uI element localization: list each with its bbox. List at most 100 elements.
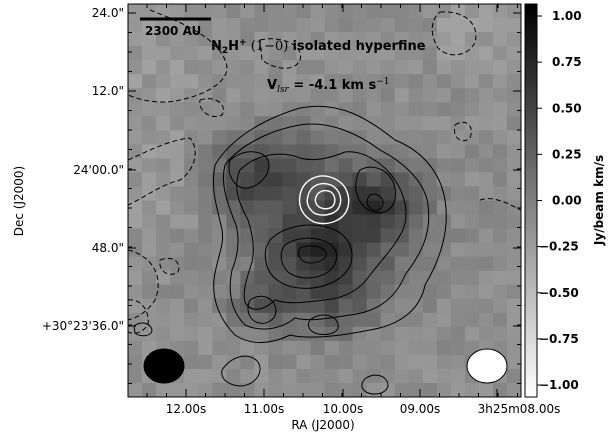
map-pixel [380,284,396,300]
map-pixel [296,354,311,370]
map-pixel [226,354,241,370]
map-pixel [408,88,424,103]
map-pixel [282,46,297,61]
map-pixel [268,284,283,300]
map-pixel [128,130,143,145]
map-pixel [226,74,241,89]
map-pixel [254,102,269,117]
map-pixel [310,382,325,397]
map-pixel [198,270,213,286]
map-pixel [380,270,396,286]
map-pixel [422,284,438,300]
map-pixel [380,242,396,258]
map-pixel [170,32,185,47]
map-pixel [142,228,157,244]
map-pixel [352,214,368,229]
map-pixel [156,270,171,286]
colorbar-tick-label: 0.75 [552,55,582,69]
map-pixel [506,18,521,33]
map-pixel [310,46,325,61]
map-pixel [436,326,452,342]
map-pixel [352,284,368,300]
map-pixel [226,368,241,384]
map-pixel [506,284,521,300]
map-pixel [296,60,311,75]
map-pixel [170,326,185,342]
map-pixel [156,242,171,258]
map-pixel [408,186,424,201]
map-pixel [128,158,143,173]
y-tick-label: 24.0" [92,6,124,20]
map-pixel [422,4,438,19]
map-pixel [422,242,438,258]
map-pixel [296,312,311,328]
map-pixel [226,382,241,397]
map-pixel [240,340,255,356]
map-pixel [464,116,480,131]
overlay-contour [306,182,342,216]
map-pixel [450,270,466,286]
map-pixel [142,18,157,33]
map-pixel [324,270,339,286]
map-pixel [408,340,424,356]
map-pixel [212,158,227,173]
map-pixel [380,368,396,384]
map-pixel [296,326,311,342]
map-pixel [212,18,227,33]
map-pixel [212,382,227,397]
map-pixel [198,46,213,61]
map-pixel [366,158,382,173]
map-pixel [366,74,382,89]
map-pixel [506,228,521,244]
map-pixel [338,340,353,356]
map-pixel [394,4,410,19]
map-pixel [226,214,241,229]
map-pixel [226,200,241,215]
map-pixel [324,130,339,145]
map-pixel [324,340,339,356]
map-pixel [282,298,297,314]
map-pixel [436,102,452,117]
map-pixel [198,312,213,328]
map-pixel [492,312,508,328]
map-pixel [268,172,283,187]
map-pixel [478,88,494,103]
map-pixel [506,4,521,19]
map-pixel [240,326,255,342]
negative-contour [128,299,149,334]
map-pixel [450,186,466,201]
map-pixel [436,74,452,89]
map-pixel [464,326,480,342]
map-pixel [268,382,283,397]
map-pixel [282,368,297,384]
map-pixel [506,116,521,131]
colorbar-tick-label: 1.00 [552,9,582,23]
map-pixel [212,116,227,131]
map-pixel [296,74,311,89]
map-pixel [128,32,143,47]
map-pixel [184,340,199,356]
map-pixel [422,312,438,328]
map-pixel [184,200,199,215]
map-pixel [296,158,311,173]
map-pixel [436,298,452,314]
map-pixel [184,144,199,159]
map-pixel [352,4,368,19]
map-pixel [380,144,396,159]
map-pixel [240,214,255,229]
map-pixel [408,284,424,300]
map-pixel [352,382,368,397]
map-pixel [282,116,297,131]
y-tick-label: +30°23'36.0" [42,319,124,333]
map-pixel [240,186,255,201]
map-pixel [310,18,325,33]
map-pixel [366,354,382,370]
map-pixel [212,340,227,356]
map-pixel [170,298,185,314]
map-pixel [450,60,466,75]
map-pixel [506,354,521,370]
map-pixel [478,116,494,131]
negative-contour [431,11,477,56]
map-pixel [128,340,143,356]
positive-contour [366,193,384,211]
